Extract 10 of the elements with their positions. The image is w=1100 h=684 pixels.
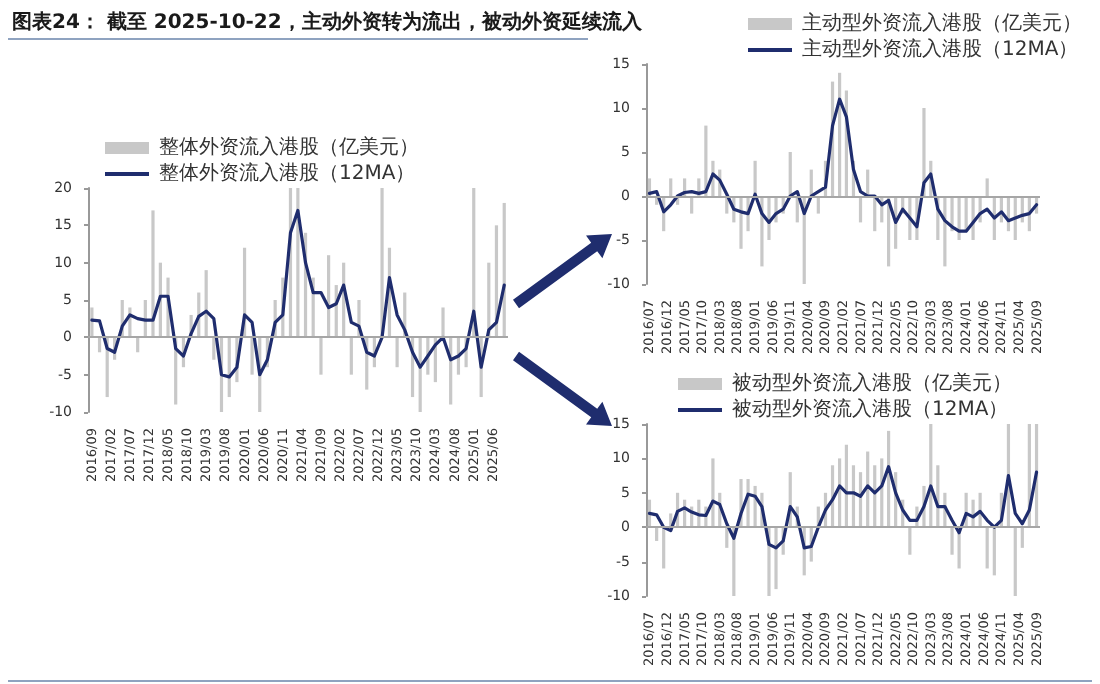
line-series	[647, 97, 1039, 233]
legend-label: 被动型外资流入港股（12MA）	[732, 397, 1009, 421]
chart-title: 图表24： 截至 2025-10-22，主动外资转为流出，被动外资延续流入	[12, 8, 642, 36]
legend-label: 整体外资流入港股（12MA）	[159, 161, 416, 185]
line-series	[90, 208, 506, 379]
legend-label: 被动型外资流入港股（亿美元）	[732, 371, 1012, 395]
legend-label: 主动型外资流入港股（亿美元）	[802, 11, 1082, 35]
line-series	[647, 465, 1039, 550]
legend-label: 整体外资流入港股（亿美元）	[159, 135, 419, 159]
legend-label: 主动型外资流入港股（12MA）	[802, 37, 1079, 61]
